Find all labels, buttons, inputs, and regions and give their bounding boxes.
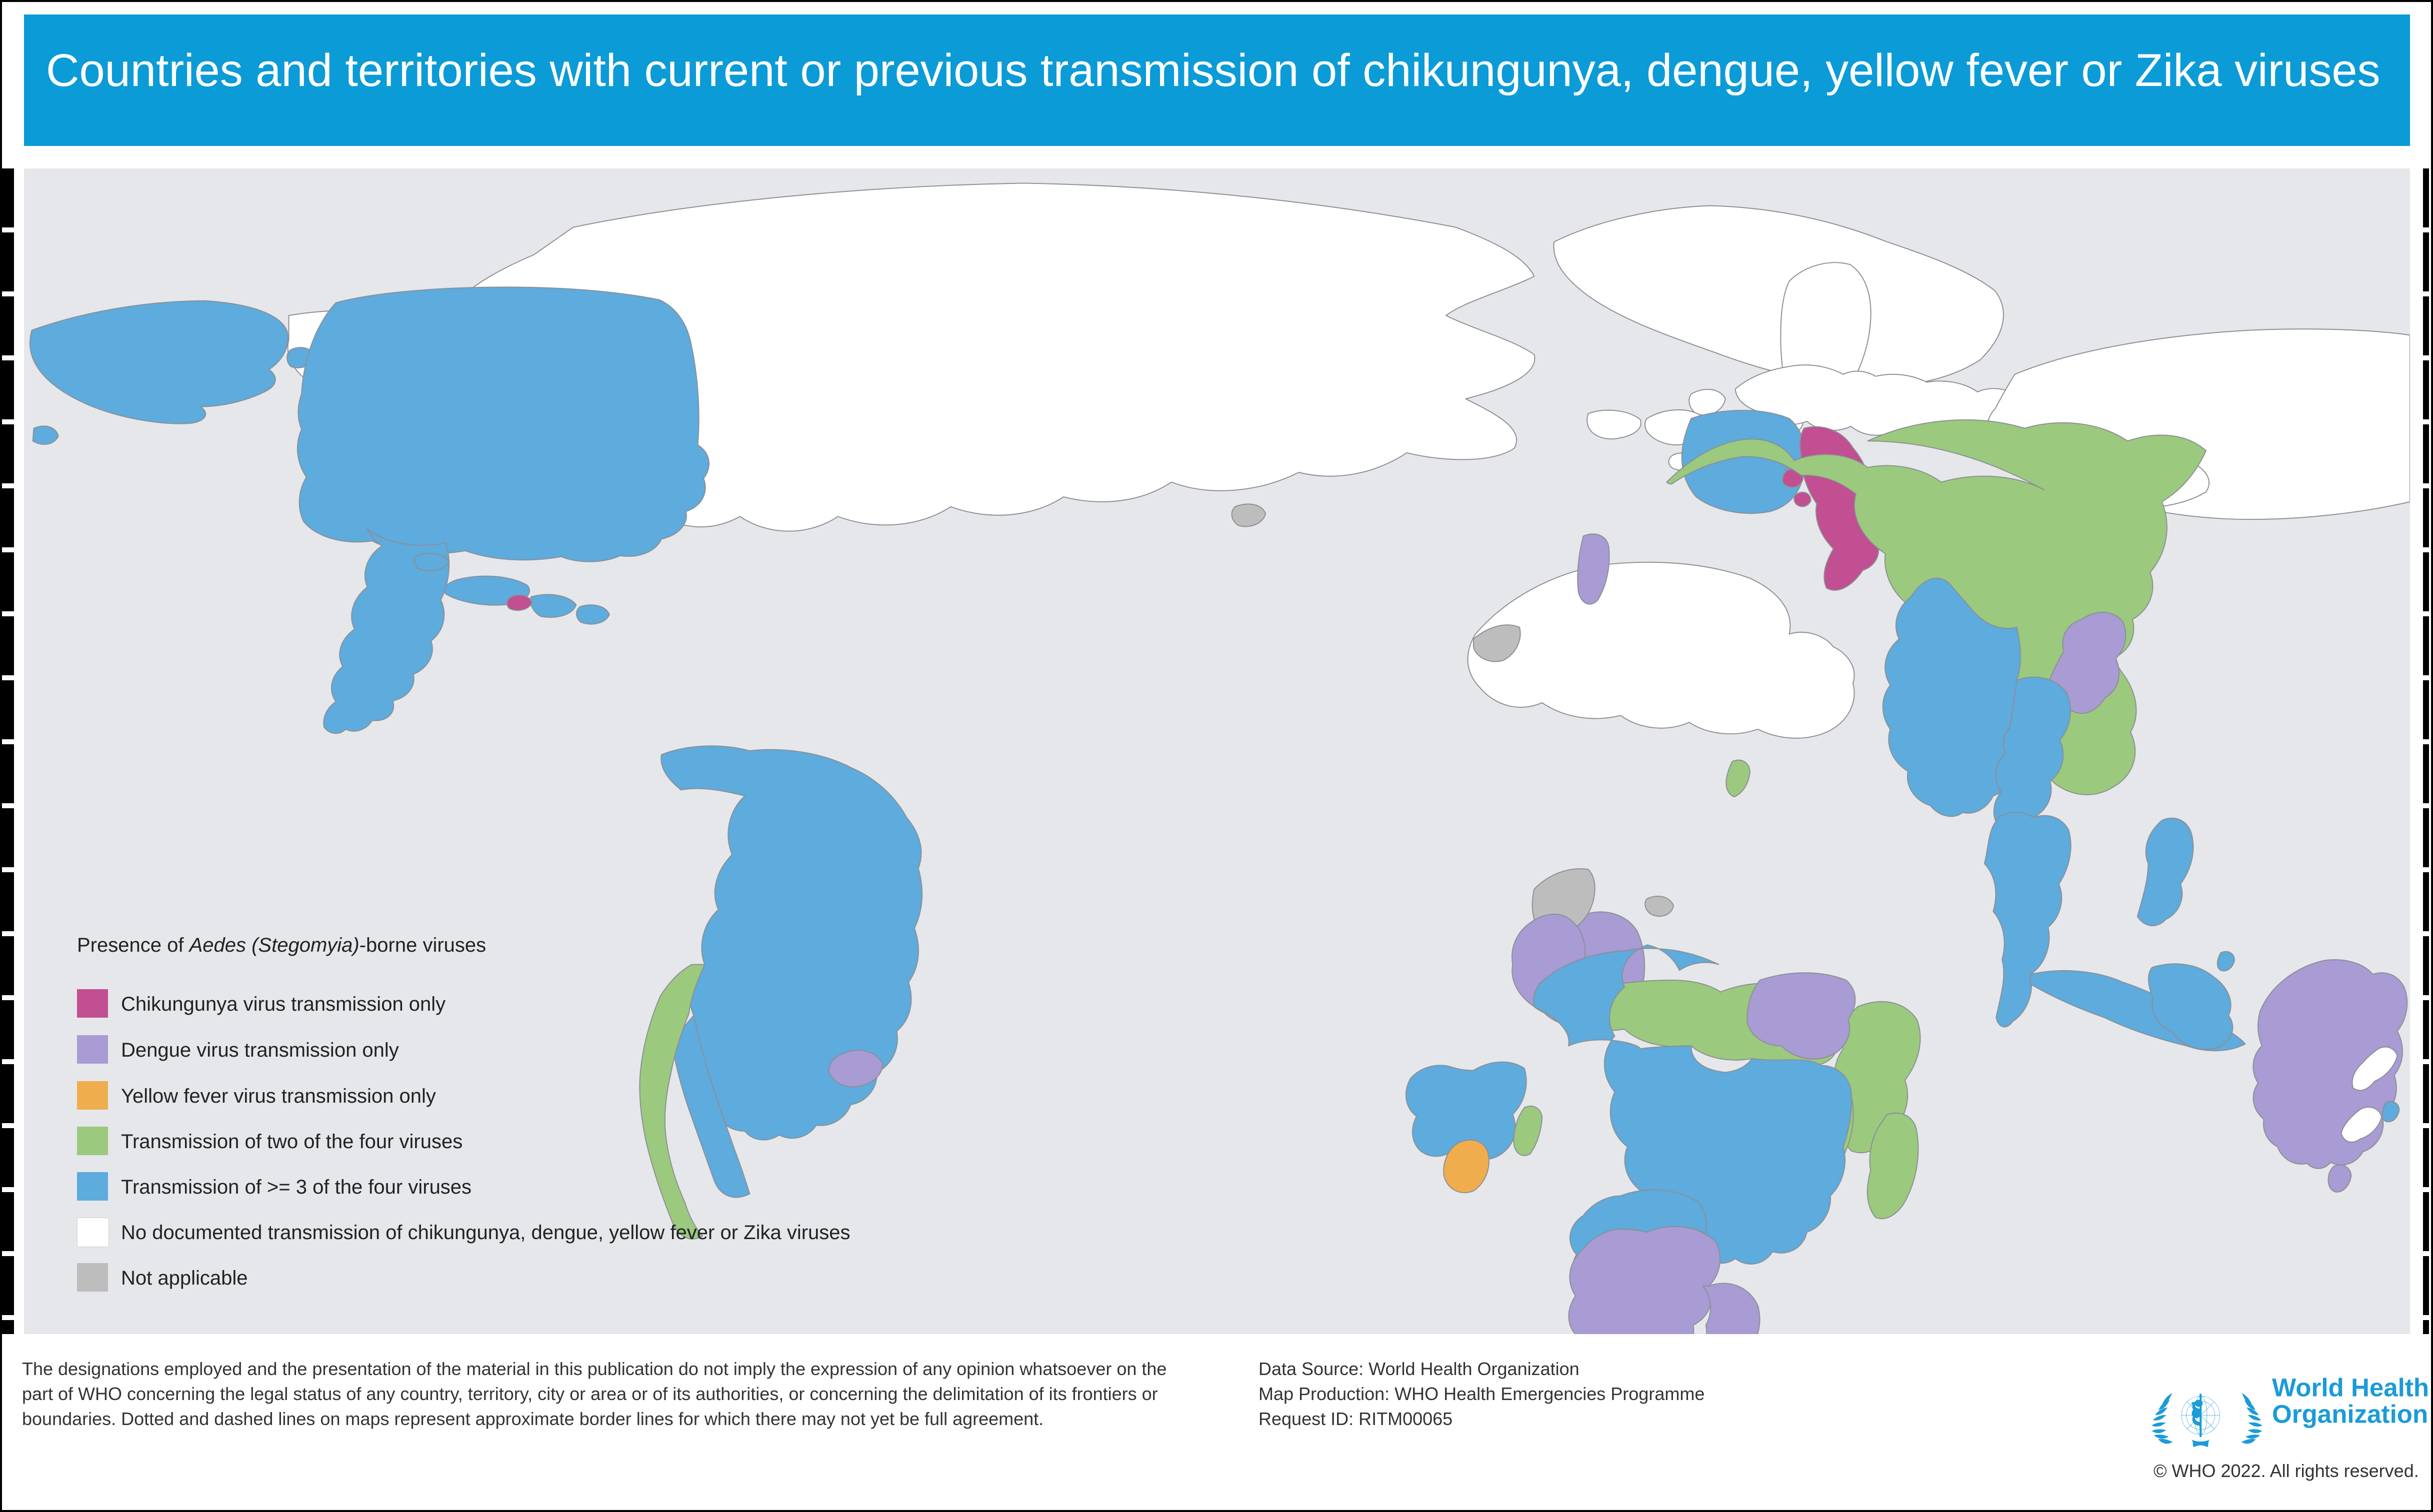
svg-text:Organization: Organization bbox=[2272, 1400, 2428, 1429]
svg-text:World Health: World Health bbox=[2272, 1373, 2429, 1402]
